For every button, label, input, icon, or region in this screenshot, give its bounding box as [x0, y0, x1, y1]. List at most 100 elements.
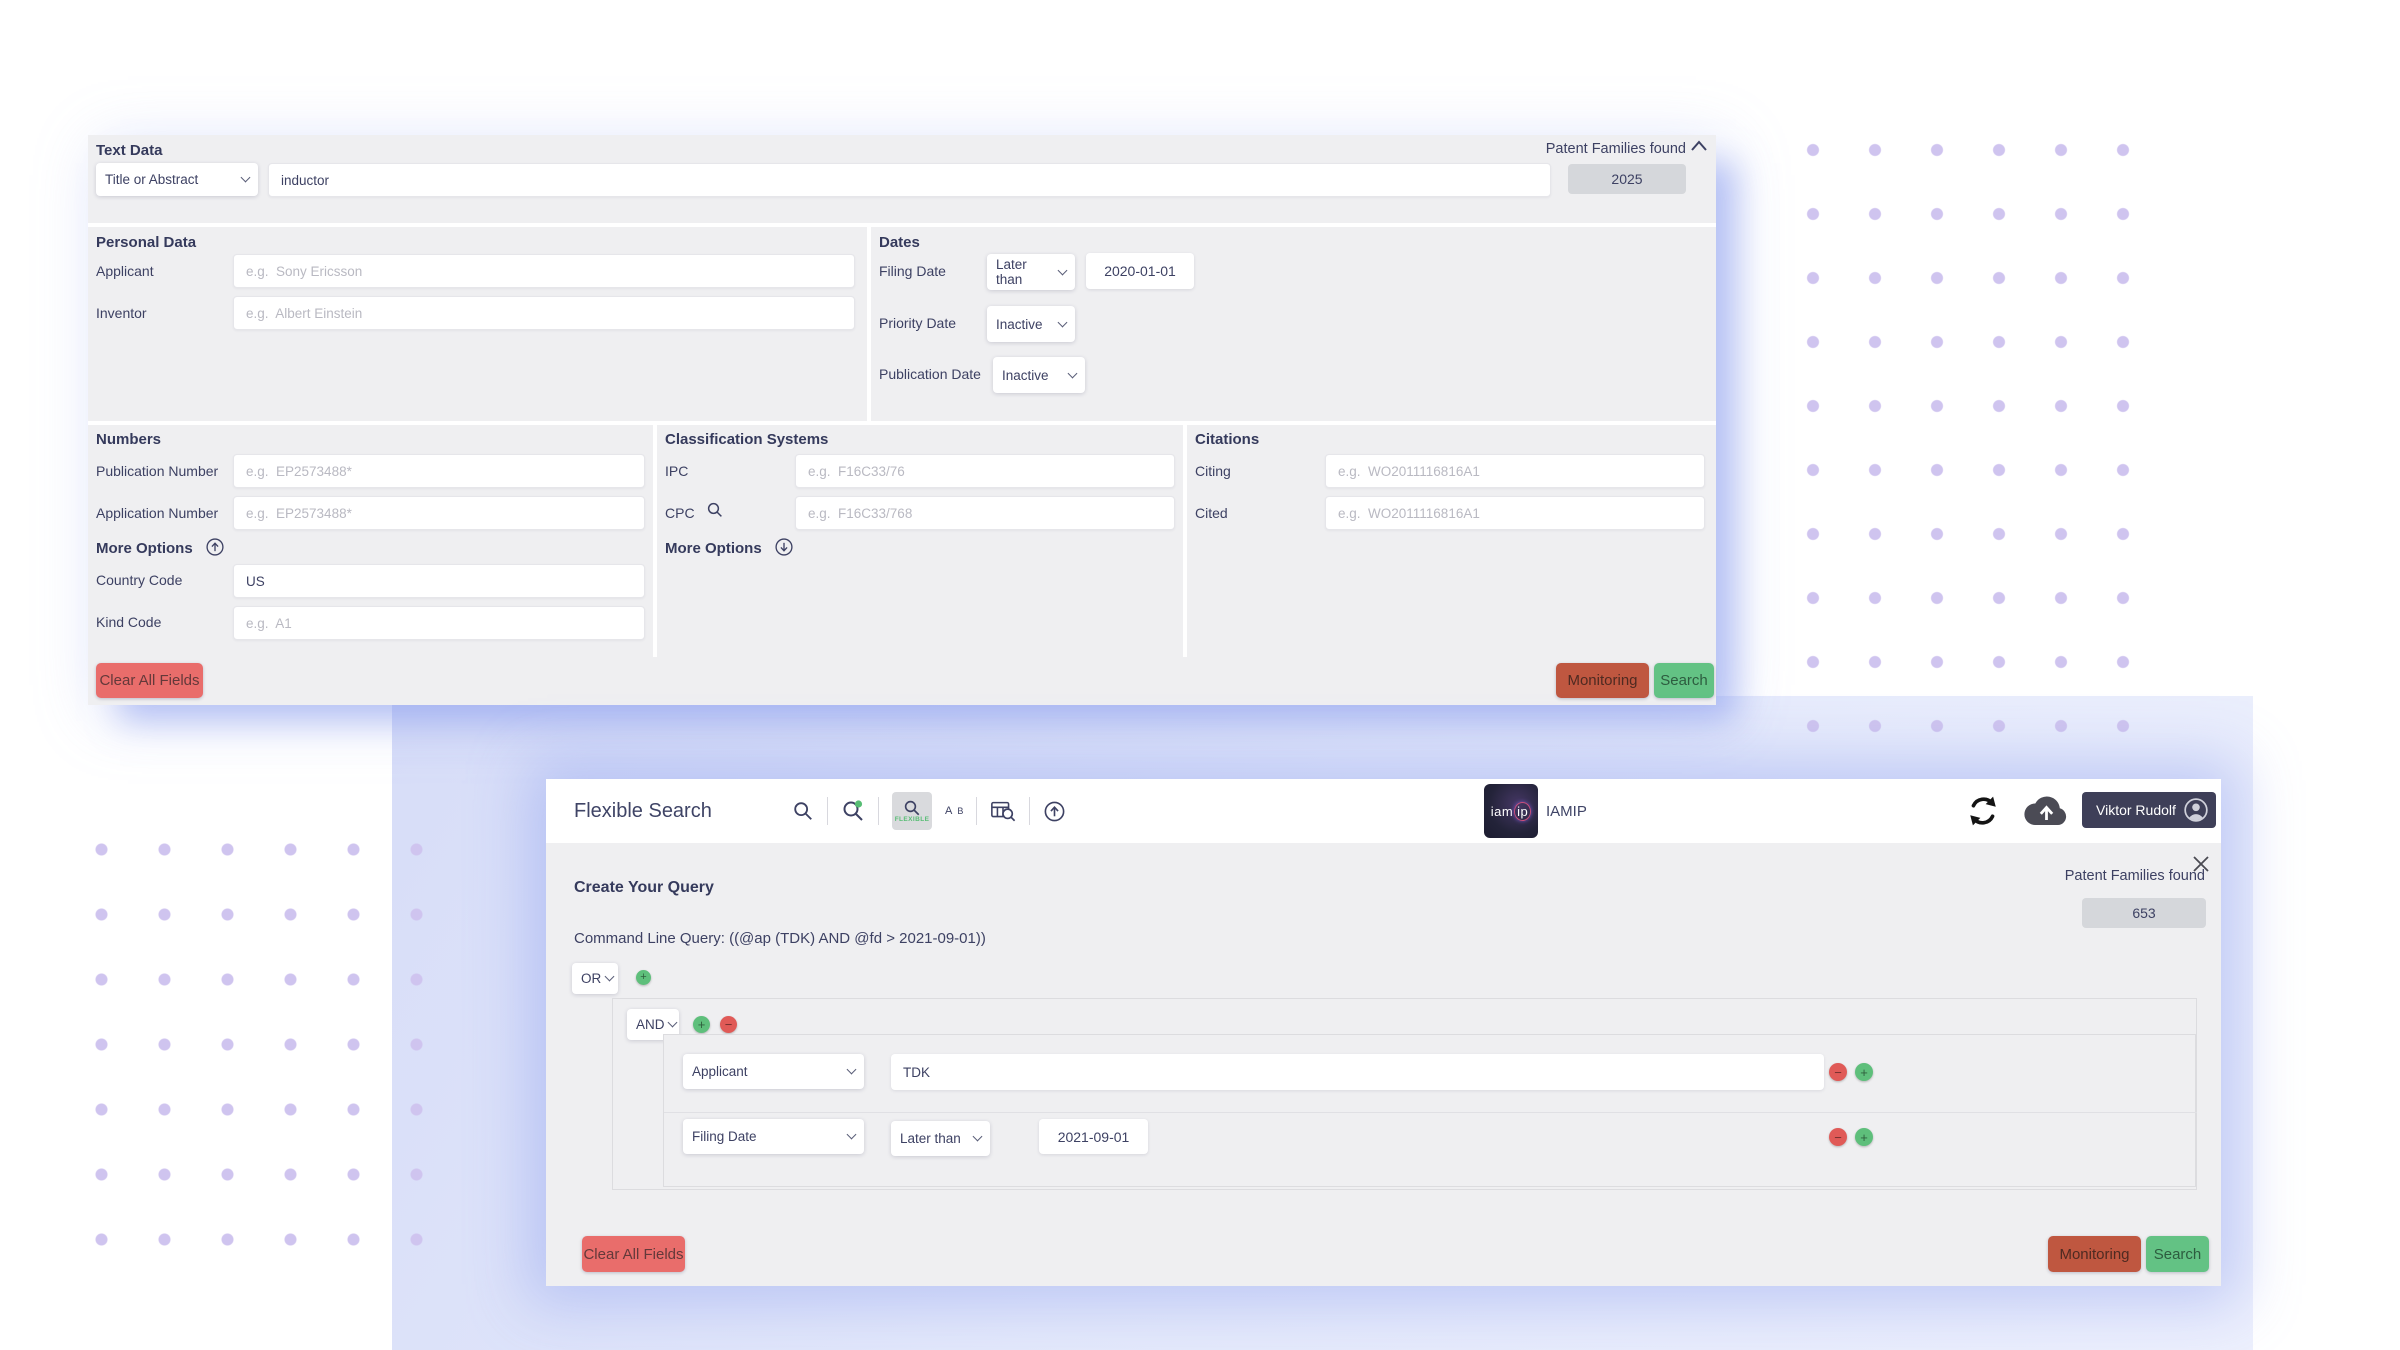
upload-circle-icon[interactable]: [1043, 800, 1066, 823]
numbers-class-citations-section: Numbers Publication Number Application N…: [88, 425, 1716, 705]
priority-date-operator-select[interactable]: Inactive: [987, 306, 1075, 342]
chevron-down-icon: [1057, 317, 1068, 327]
ipc-input[interactable]: [795, 454, 1175, 488]
publication-date-label: Publication Date: [879, 366, 981, 382]
condition-field-select[interactable]: Filing Date: [683, 1119, 864, 1154]
remove-group-button[interactable]: −: [720, 1016, 737, 1033]
condition-date-value[interactable]: 2021-09-01: [1039, 1119, 1148, 1154]
cpc-search-icon[interactable]: [706, 501, 724, 519]
toolbar-divider: [878, 797, 879, 825]
cloud-upload-icon[interactable]: [2022, 794, 2070, 828]
compare-ab-icon[interactable]: A B: [945, 805, 963, 817]
condition-field-value: Applicant: [692, 1064, 748, 1079]
add-condition-button[interactable]: +: [1855, 1128, 1873, 1146]
monitoring-button[interactable]: Monitoring: [2048, 1236, 2141, 1272]
column-separator: [867, 227, 871, 421]
citing-label: Citing: [1195, 463, 1231, 479]
cited-input[interactable]: [1325, 496, 1705, 530]
collapse-chevron-up-icon[interactable]: [1690, 139, 1708, 152]
compare-a-label: A: [945, 805, 953, 817]
kind-code-input[interactable]: [233, 606, 645, 640]
condition-value-input[interactable]: [891, 1054, 1824, 1090]
add-condition-button[interactable]: +: [693, 1016, 710, 1033]
country-code-input[interactable]: [233, 564, 645, 598]
root-operator-value: OR: [581, 971, 602, 986]
text-field-type-select[interactable]: Title or Abstract: [96, 163, 258, 196]
publication-date-operator-select[interactable]: Inactive: [993, 357, 1085, 393]
citing-input[interactable]: [1325, 454, 1705, 488]
dates-title: Dates: [879, 234, 920, 251]
cpc-input[interactable]: [795, 496, 1175, 530]
citations-title: Citations: [1195, 431, 1260, 448]
close-icon[interactable]: [2192, 855, 2210, 873]
collapse-circle-up-icon[interactable]: [205, 537, 225, 557]
condition-operator-value: Later than: [900, 1131, 961, 1146]
chevron-down-icon: [1067, 368, 1078, 378]
remove-condition-button[interactable]: −: [1829, 1128, 1847, 1146]
families-count-badge: 2025: [1568, 164, 1686, 194]
search-button[interactable]: Search: [1654, 663, 1714, 698]
expand-circle-down-icon[interactable]: [774, 537, 794, 557]
families-found-label: Patent Families found: [1545, 141, 1686, 157]
text-query-input[interactable]: [268, 163, 1551, 197]
families-count-badge: 653: [2082, 898, 2206, 928]
flexible-search-active-icon[interactable]: FLEXIBLE: [892, 792, 932, 830]
condition-field-select[interactable]: Applicant: [683, 1054, 864, 1089]
toolbar-divider: [827, 797, 828, 825]
conditions-box: Applicant − + Filing Date Later than 202…: [663, 1034, 2197, 1187]
personal-data-title: Personal Data: [96, 234, 197, 251]
user-name: Viktor Rudolf: [2096, 802, 2176, 818]
ipc-label: IPC: [665, 463, 689, 479]
publication-date-operator-value: Inactive: [1002, 367, 1049, 383]
table-search-icon[interactable]: [990, 799, 1016, 823]
command-line-query: Command Line Query: ((@ap (TDK) AND @fd …: [574, 930, 986, 947]
compare-b-label: B: [957, 806, 964, 816]
clear-all-fields-button[interactable]: Clear All Fields: [96, 663, 203, 698]
text-data-title: Text Data: [96, 142, 163, 159]
panel-title: Flexible Search: [574, 799, 712, 822]
chevron-down-icon: [667, 1017, 677, 1028]
search-icon[interactable]: [792, 800, 814, 822]
applicant-input[interactable]: [233, 254, 855, 288]
numbers-title: Numbers: [96, 431, 162, 448]
clear-all-fields-button[interactable]: Clear All Fields: [582, 1236, 685, 1272]
toolbar: FLEXIBLE A B: [792, 779, 1066, 843]
logo-text-iam: iam: [1490, 803, 1514, 819]
chevron-down-icon: [1057, 265, 1068, 275]
toolbar-divider: [976, 797, 978, 825]
application-number-input[interactable]: [233, 496, 645, 530]
applicant-label: Applicant: [96, 263, 154, 279]
numbers-more-options[interactable]: More Options: [96, 537, 225, 557]
filing-date-value[interactable]: 2020-01-01: [1086, 253, 1194, 289]
root-operator-select[interactable]: OR: [572, 963, 618, 994]
chevron-down-icon: [846, 1064, 857, 1075]
and-group-box: AND + − Applicant − + Filing Date Later …: [612, 998, 2197, 1190]
condition-operator-select[interactable]: Later than: [891, 1121, 990, 1156]
add-group-button[interactable]: +: [636, 970, 651, 985]
cpc-label: CPC: [665, 505, 695, 521]
search-add-icon[interactable]: [841, 799, 865, 823]
group-operator-select[interactable]: AND: [627, 1009, 679, 1040]
add-condition-button[interactable]: +: [1855, 1063, 1873, 1081]
refresh-icon[interactable]: [1966, 794, 2000, 828]
group-operator-value: AND: [636, 1017, 665, 1032]
publication-number-label: Publication Number: [96, 463, 219, 479]
inventor-input[interactable]: [233, 296, 855, 330]
inventor-label: Inventor: [96, 305, 147, 321]
user-menu-button[interactable]: Viktor Rudolf: [2082, 792, 2216, 828]
kind-code-label: Kind Code: [96, 614, 162, 630]
flexible-header: Flexible Search FLEXIBLE A B: [546, 779, 2221, 843]
chevron-down-icon: [972, 1131, 983, 1142]
families-found-label: Patent Families found: [2064, 868, 2205, 884]
remove-condition-button[interactable]: −: [1829, 1063, 1847, 1081]
logo-text-ip: ip: [1514, 801, 1532, 821]
country-code-label: Country Code: [96, 572, 183, 588]
text-data-section: Text Data Title or Abstract Patent Famil…: [88, 135, 1716, 223]
publication-number-input[interactable]: [233, 454, 645, 488]
search-button[interactable]: Search: [2146, 1236, 2209, 1272]
classification-more-options[interactable]: More Options: [665, 537, 794, 557]
monitoring-button[interactable]: Monitoring: [1556, 663, 1649, 698]
chevron-down-icon: [846, 1129, 857, 1140]
filing-date-operator-select[interactable]: Later than: [987, 254, 1075, 290]
priority-date-operator-value: Inactive: [996, 316, 1043, 332]
